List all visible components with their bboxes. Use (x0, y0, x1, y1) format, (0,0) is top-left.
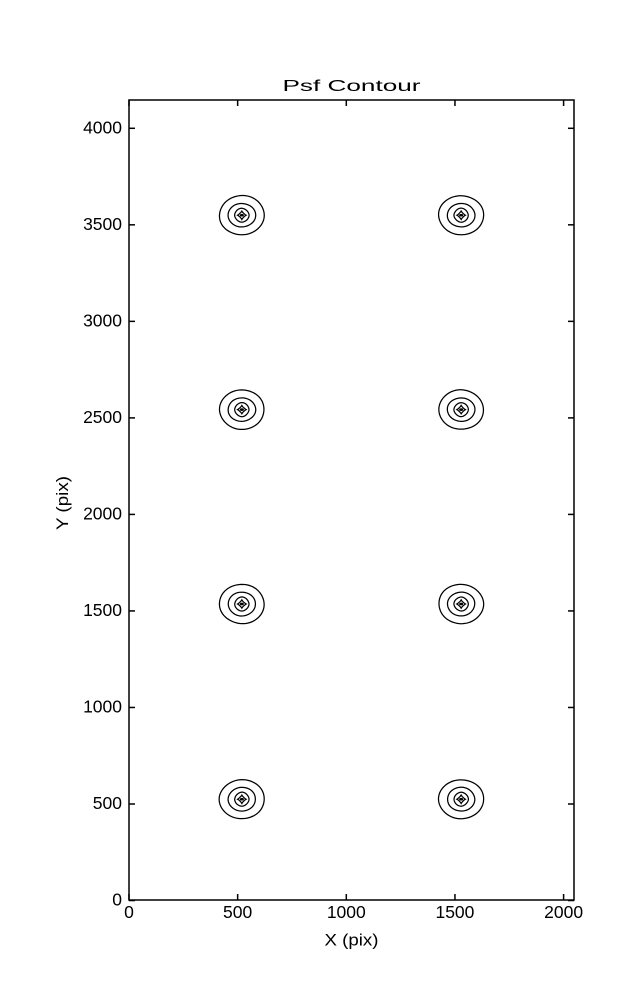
svg-text:1000: 1000 (83, 697, 122, 717)
svg-text:1000: 1000 (327, 902, 366, 922)
svg-text:500: 500 (93, 793, 122, 813)
svg-text:Psf Contour: Psf Contour (283, 78, 421, 95)
svg-text:500: 500 (223, 902, 252, 922)
svg-text:4000: 4000 (83, 117, 122, 137)
svg-text:3500: 3500 (83, 214, 122, 234)
svg-text:1500: 1500 (435, 902, 474, 922)
svg-text:2000: 2000 (83, 503, 122, 523)
svg-text:0: 0 (112, 890, 122, 910)
svg-text:2000: 2000 (544, 902, 583, 922)
svg-text:Y (pix): Y (pix) (53, 476, 72, 530)
svg-text:X (pix): X (pix) (325, 931, 379, 950)
svg-text:1500: 1500 (83, 600, 122, 620)
svg-text:2500: 2500 (83, 407, 122, 427)
svg-text:0: 0 (124, 902, 134, 922)
svg-text:3000: 3000 (83, 310, 122, 330)
